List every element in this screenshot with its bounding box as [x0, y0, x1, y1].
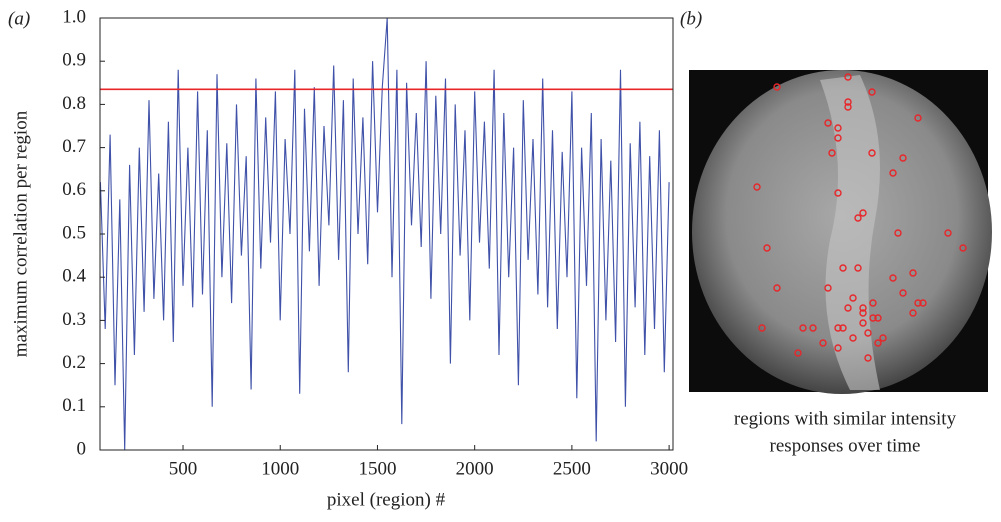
y-axis-label: maximum correlation per region: [10, 110, 31, 357]
data-line: [99, 17, 670, 451]
y-tick-label: 0.4: [62, 266, 86, 287]
x-axis-label: pixel (region) #: [327, 489, 446, 510]
y-tick-label: 0.3: [62, 309, 86, 330]
plot-frame: [99, 17, 674, 451]
region-markers: [753, 73, 967, 362]
y-tick-label: 0.9: [62, 50, 86, 71]
x-tick-label: 3000: [650, 458, 688, 479]
y-tick-label: 0.2: [62, 352, 86, 373]
y-tick-label: 0.8: [62, 93, 86, 114]
caption: regions with similar intensity: [734, 408, 957, 429]
x-tick-label: 500: [169, 458, 198, 479]
y-tick-label: 0.1: [62, 395, 86, 416]
x-tick-label: 2000: [456, 458, 494, 479]
panel-label: (a): [8, 8, 30, 29]
x-tick-label: 1000: [261, 458, 299, 479]
y-tick-label: 1.0: [62, 6, 86, 27]
x-tick-label: 1500: [358, 458, 396, 479]
y-tick-label: 0.6: [62, 179, 86, 200]
y-tick-label: 0: [77, 438, 87, 459]
caption: responses over time: [770, 435, 921, 456]
y-tick-label: 0.5: [62, 222, 86, 243]
x-tick-label: 2500: [553, 458, 591, 479]
image-panel: [689, 70, 992, 394]
panel-label: (b): [680, 8, 702, 29]
y-tick-label: 0.7: [62, 136, 86, 157]
